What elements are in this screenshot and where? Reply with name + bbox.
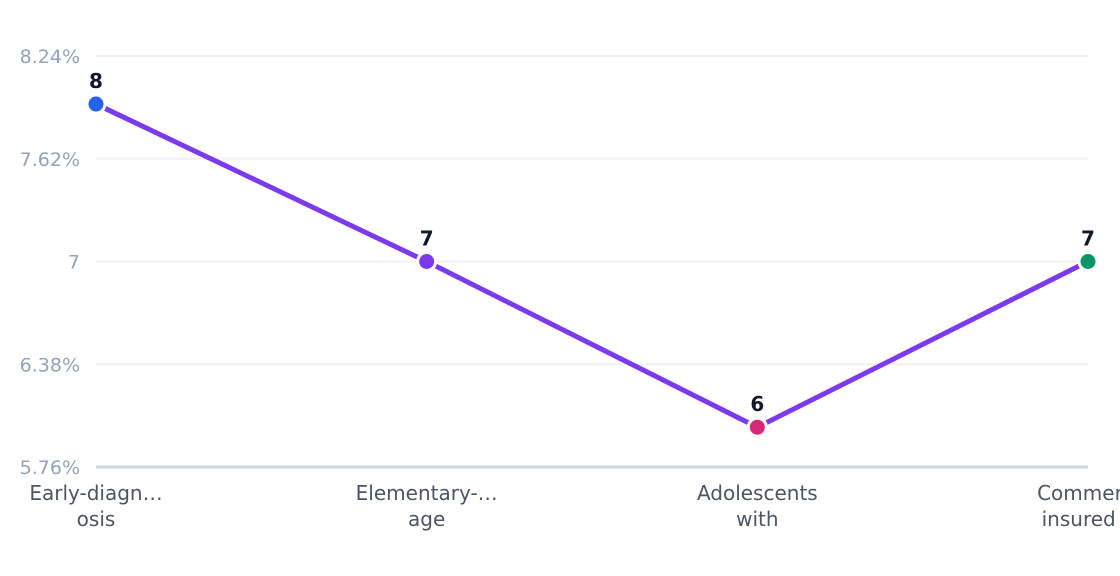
x-tick-label: Commerci	[1037, 481, 1120, 505]
x-tick-label: Early-diagn…	[29, 481, 162, 505]
y-tick-label: 7	[68, 252, 80, 274]
x-tick-label: Elementary-…	[356, 481, 498, 505]
data-point[interactable]	[85, 93, 107, 115]
series-line	[93, 101, 1091, 430]
data-points	[85, 93, 1099, 438]
y-tick-label: 6.38%	[20, 354, 80, 376]
y-tick-label: 5.76%	[20, 457, 80, 479]
data-label: 7	[420, 227, 434, 251]
series-line-layer	[93, 101, 1091, 430]
data-label: 6	[750, 392, 764, 416]
y-tick-label: 8.24%	[20, 46, 80, 68]
x-tick-label: Adolescents	[697, 481, 818, 505]
data-label: 8	[89, 69, 103, 93]
x-tick-label: age	[408, 507, 445, 531]
gridlines	[96, 55, 1088, 366]
data-point[interactable]	[1077, 251, 1099, 272]
data-label: 7	[1081, 227, 1095, 251]
data-point[interactable]	[746, 416, 768, 438]
y-tick-label: 7.62%	[20, 149, 80, 171]
x-tick-label: with	[736, 507, 778, 531]
x-tick-label: osis	[77, 507, 116, 531]
labels: 8.24% 7.62% 7 6.38% 5.76% 8 Early-diagn…osis 7 E…	[20, 46, 1120, 531]
x-tick-label: insured a	[1042, 507, 1120, 531]
data-point[interactable]	[416, 251, 438, 272]
